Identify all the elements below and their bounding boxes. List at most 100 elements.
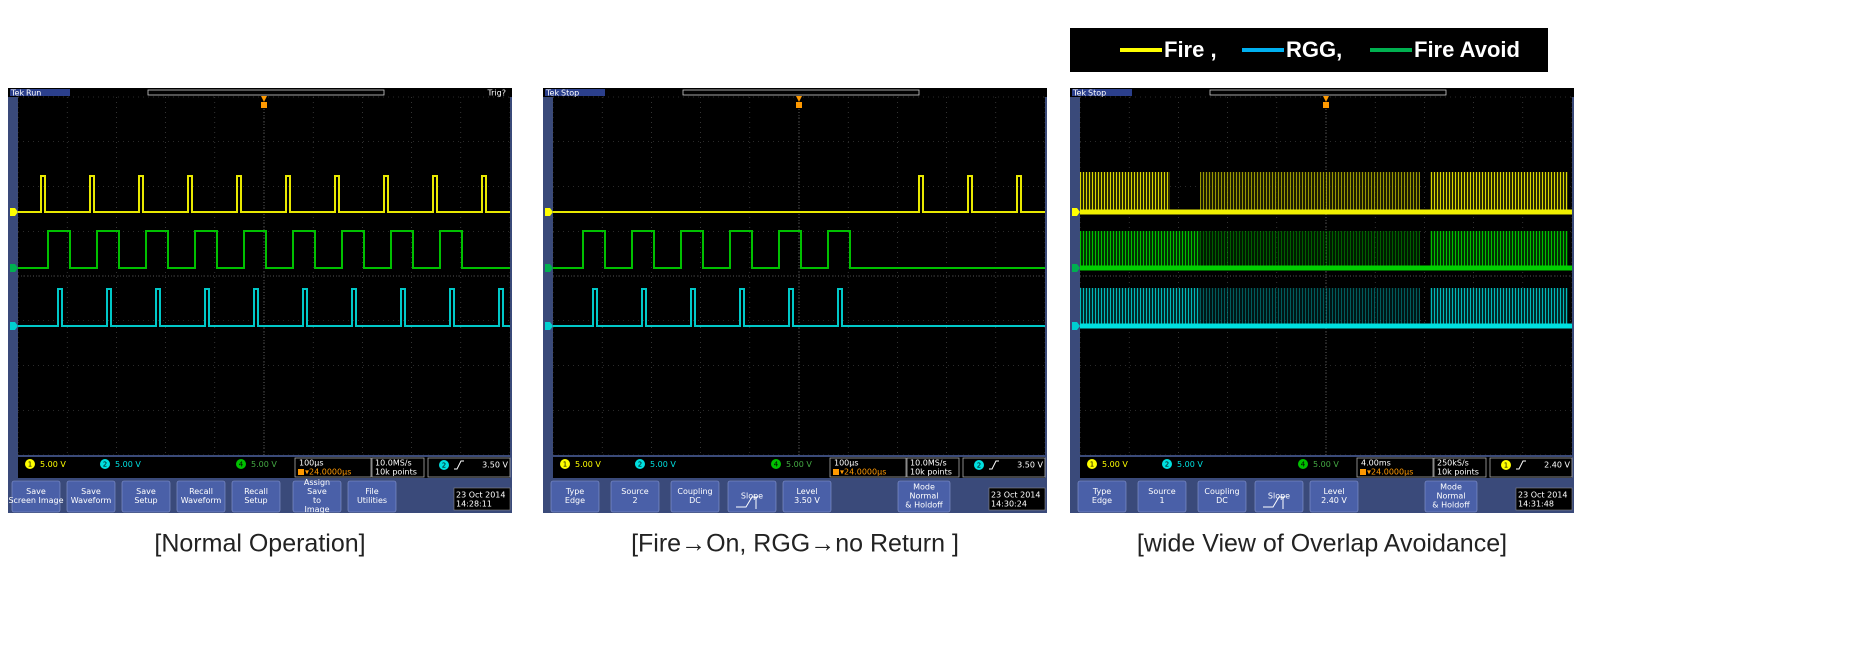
button [1197, 480, 1247, 513]
channel-scale: 5.00 V [650, 460, 676, 469]
trigger-t [796, 102, 802, 108]
brand: Tek [545, 89, 559, 98]
button-label: Setup [134, 496, 157, 505]
avoid-band [1200, 231, 1420, 268]
button-label: Level [1323, 487, 1344, 496]
channel-marker [1072, 264, 1080, 272]
button-label: Recall [189, 487, 213, 496]
rgg-band [1200, 288, 1420, 326]
trigger-ch [1501, 460, 1511, 470]
trigger-ch-num: 2 [977, 462, 981, 470]
delay: ▾24.0000µs [305, 468, 351, 477]
timebase: 100µs [299, 459, 324, 468]
button-label: Mode [913, 483, 935, 492]
button-label: Edge [565, 496, 585, 505]
channel-marker [10, 264, 18, 272]
trigger-level: 3.50 V [482, 461, 508, 470]
delay-icon [833, 469, 839, 475]
run-status: Stop [1088, 89, 1106, 98]
button-label: Save [307, 487, 327, 496]
channel-marker [545, 322, 553, 330]
channel-num: 4 [1301, 461, 1306, 469]
status-box [1072, 89, 1132, 96]
record-length: 10k points [375, 468, 417, 477]
button-label: & Holdoff [905, 501, 943, 510]
channel-scale: 5.00 V [1102, 460, 1128, 469]
button [347, 480, 397, 513]
status-box [545, 89, 605, 96]
trigger-slope [454, 460, 464, 470]
channel-scale: 5.00 V [575, 460, 601, 469]
trigger-marker [1323, 96, 1329, 102]
channel-scale: 5.00 V [786, 460, 812, 469]
button-label: Type [1092, 487, 1111, 496]
trigger-ch-num: 2 [442, 462, 446, 470]
scope: Tek Stop 1 5.00 V 2 5.00 V 4 5.00 V 100µs▾24.000… [543, 88, 1047, 513]
date-box [1515, 487, 1573, 511]
button [670, 480, 720, 513]
legend-label: Fire Avoid [1414, 37, 1520, 62]
record-length: 10k points [1437, 468, 1479, 477]
channel-num: 1 [563, 461, 567, 469]
date: 23 Oct 2014 [1518, 491, 1567, 500]
channel-scale: 5.00 V [115, 460, 141, 469]
channel-marker [1072, 322, 1080, 330]
button-label: Screen Image [8, 496, 63, 505]
readout-bar [1080, 457, 1572, 478]
channel-marker [545, 208, 553, 216]
button-label: Waveform [71, 496, 112, 505]
caption: [Normal Operation] [154, 530, 365, 558]
channel-badge [635, 459, 645, 469]
channel-badge [771, 459, 781, 469]
button-label: Save [26, 487, 46, 496]
record-bar [1209, 89, 1447, 96]
brand: Tek [1072, 89, 1086, 98]
record-length: 10k points [910, 468, 952, 477]
date-box [453, 487, 511, 511]
date-box [988, 487, 1046, 511]
run-status: Stop [561, 89, 579, 98]
caption: [Fire→On, RGG→no Return ] [631, 530, 959, 558]
trigger-state: Trig? [486, 89, 506, 98]
time: 14:31:48 [1518, 500, 1554, 509]
delay-icon [298, 469, 304, 475]
button [1309, 480, 1359, 513]
channel-marker [10, 208, 18, 216]
button-label: 3.50 V [794, 496, 820, 505]
slope-icon [1263, 496, 1285, 509]
channel-num: 2 [638, 461, 642, 469]
channel-badge [1087, 459, 1097, 469]
rate-box [1433, 457, 1487, 478]
button [231, 480, 281, 513]
run-status: Run [26, 89, 41, 98]
button-label: Coupling [1204, 487, 1239, 496]
button-label: Source [621, 487, 649, 496]
channel-badge [1162, 459, 1172, 469]
avoid-trace [553, 230, 1045, 269]
channel-badge [100, 459, 110, 469]
record-bar [147, 89, 385, 96]
delay: ▾24.0000µs [1367, 468, 1413, 477]
scope-topbar [8, 88, 512, 97]
channel-scale: 5.00 V [40, 460, 66, 469]
channel-marker [10, 322, 18, 330]
button-label: & Holdoff [1432, 501, 1470, 510]
scope: Tek Run Trig? 1 5.00 V 2 5.00 V 4 5.00 V 100µs▾24… [8, 88, 512, 514]
rate-box [906, 457, 960, 478]
trigger-box [1489, 457, 1573, 478]
channel-num: 1 [28, 461, 32, 469]
trigger-slope [989, 460, 999, 470]
button [292, 480, 342, 513]
button-label: Edge [1092, 496, 1112, 505]
caption: [wide View of Overlap Avoidance] [1137, 530, 1507, 558]
timebase-box [294, 457, 372, 478]
timebase: 4.00ms [1361, 459, 1391, 468]
button-label: DC [689, 496, 701, 505]
channel-badge [236, 459, 246, 469]
button-label: Waveform [181, 496, 222, 505]
button-label: DC [1216, 496, 1228, 505]
button-label: Utilities [357, 496, 387, 505]
channel-num: 1 [1090, 461, 1094, 469]
timebase-box [1356, 457, 1434, 478]
